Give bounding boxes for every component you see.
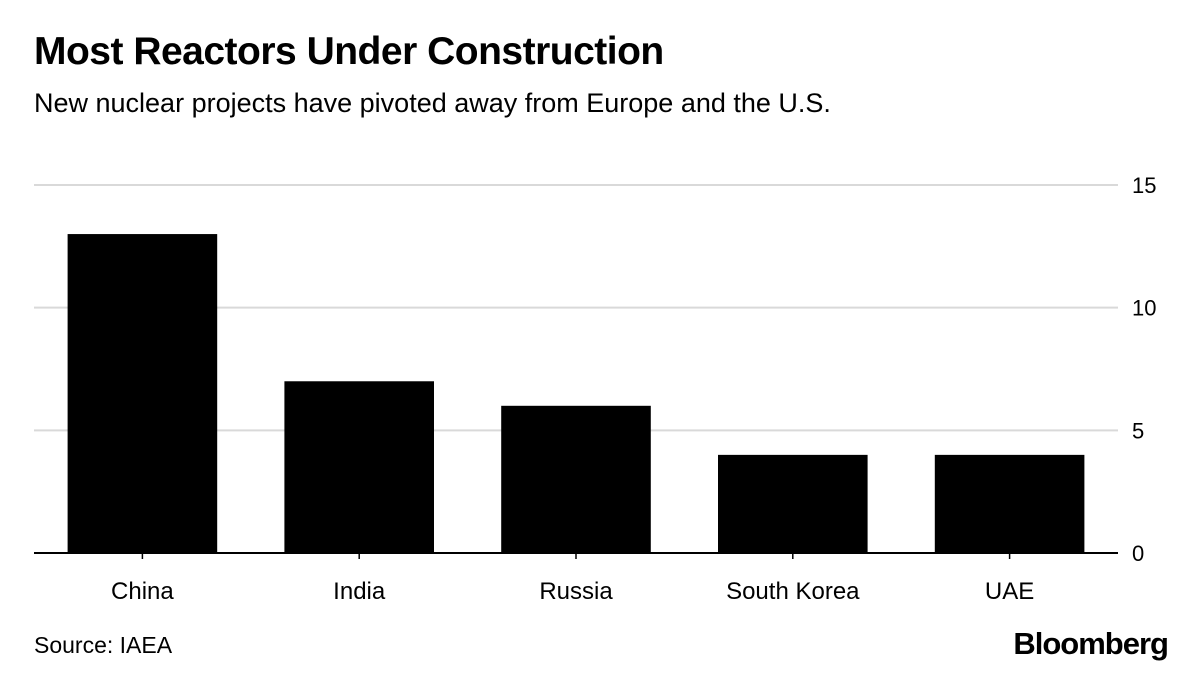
x-category-label: Russia bbox=[539, 578, 613, 605]
x-category-label: China bbox=[111, 578, 174, 605]
y-tick-label: 10 bbox=[1132, 296, 1156, 321]
x-category-label: South Korea bbox=[726, 578, 860, 605]
bloomberg-logo: Bloomberg bbox=[1013, 626, 1169, 661]
bar bbox=[284, 381, 434, 553]
bar bbox=[67, 234, 218, 554]
bar bbox=[718, 454, 868, 553]
x-category-label: UAE bbox=[985, 578, 1034, 605]
chart-subtitle: New nuclear projects have pivoted away f… bbox=[34, 88, 831, 118]
source-note: Source: IAEA bbox=[34, 632, 173, 658]
y-tick-label: 5 bbox=[1132, 418, 1144, 443]
bar bbox=[934, 454, 1085, 553]
y-tick-label: 0 bbox=[1132, 541, 1144, 566]
y-tick-label: 15 bbox=[1132, 173, 1156, 198]
bar bbox=[501, 405, 651, 553]
chart-title: Most Reactors Under Construction bbox=[34, 30, 664, 73]
x-category-label: India bbox=[333, 578, 386, 605]
